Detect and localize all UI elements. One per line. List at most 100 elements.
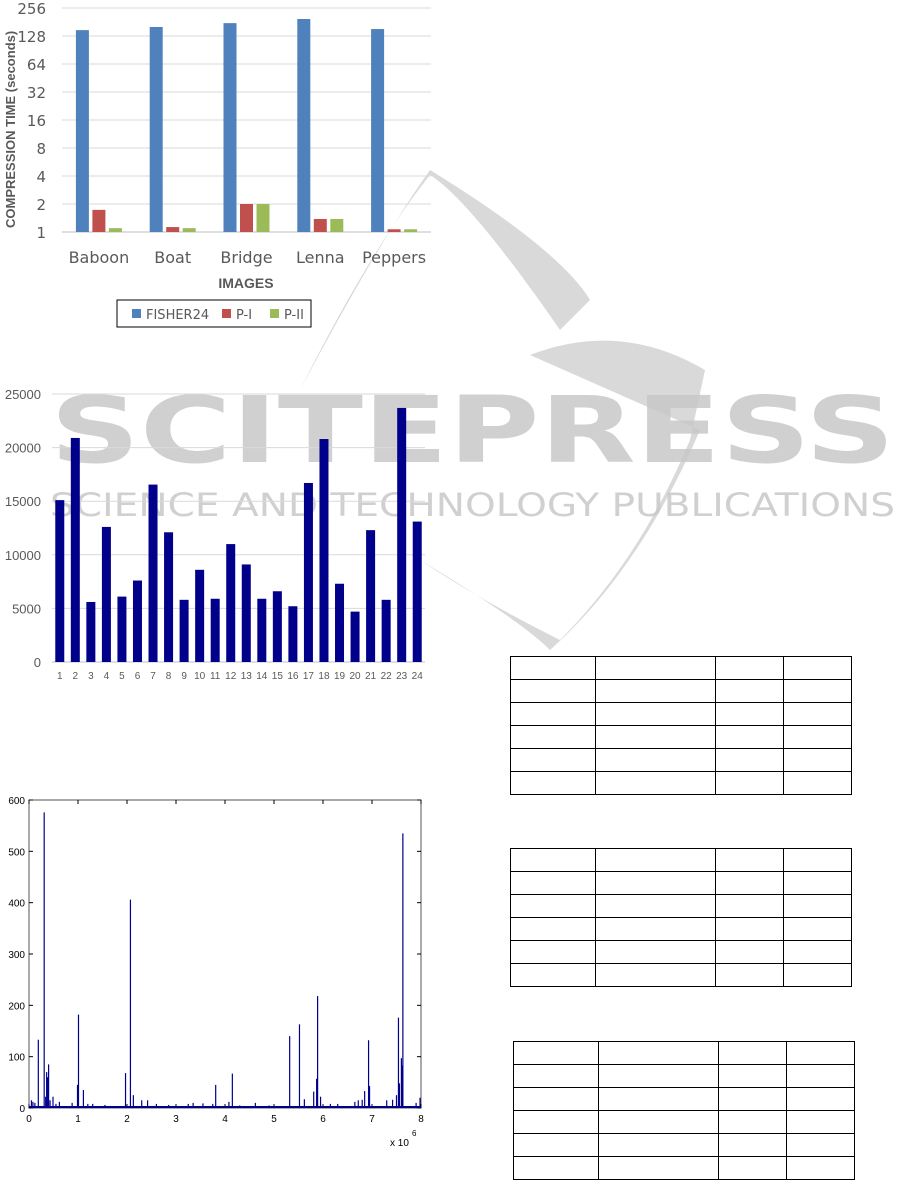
table-cell bbox=[782, 748, 853, 772]
table-cell bbox=[717, 1064, 787, 1088]
table-cell bbox=[509, 963, 597, 987]
bar-24 bbox=[412, 521, 422, 662]
bar-p-i-peppers bbox=[387, 229, 401, 232]
table-cell bbox=[598, 1133, 719, 1157]
x-axis-label: IMAGES bbox=[218, 275, 273, 291]
x-tick-label: 2 bbox=[73, 671, 79, 680]
x-tick-label: 15 bbox=[272, 671, 284, 680]
y-tick-label: 100 bbox=[8, 1053, 25, 1064]
table-row bbox=[509, 679, 853, 703]
table-cell bbox=[509, 702, 597, 726]
bar-5 bbox=[117, 596, 127, 662]
table-cell bbox=[598, 1110, 719, 1134]
bar-21 bbox=[366, 530, 376, 662]
bar-16 bbox=[288, 606, 298, 662]
x-tick-label: 24 bbox=[412, 671, 424, 680]
table-row bbox=[509, 771, 853, 795]
table-cell bbox=[595, 917, 716, 941]
y-tick-label: 300 bbox=[8, 950, 25, 961]
table-row bbox=[509, 871, 853, 895]
bar-p-ii-lenna bbox=[330, 218, 344, 232]
x-exponent-label: 6 bbox=[412, 1129, 417, 1138]
table-cell bbox=[714, 771, 784, 795]
y-tick-label: 2 bbox=[36, 196, 46, 214]
table-cell bbox=[512, 1041, 600, 1065]
table-cell bbox=[512, 1156, 600, 1180]
table-row bbox=[512, 1156, 856, 1180]
x-tick-label: 9 bbox=[181, 671, 187, 680]
table-cell bbox=[509, 940, 597, 964]
bar-22 bbox=[381, 599, 391, 662]
table-cell bbox=[782, 894, 853, 918]
table-row bbox=[509, 656, 853, 680]
table-cell bbox=[714, 656, 784, 680]
table-cell bbox=[509, 871, 597, 895]
bar-fisher24-bridge bbox=[223, 23, 237, 233]
x-tick-label: 4 bbox=[104, 671, 110, 680]
bar-4 bbox=[101, 526, 111, 662]
table-cell bbox=[714, 848, 784, 872]
bar-13 bbox=[241, 564, 251, 662]
x-tick-label: 19 bbox=[334, 671, 346, 680]
x-multiplier-label: x 10 bbox=[390, 1138, 409, 1149]
table-cell bbox=[782, 656, 853, 680]
y-tick-label: 20000 bbox=[5, 441, 41, 456]
table-3 bbox=[512, 1041, 856, 1180]
table-row bbox=[509, 848, 853, 872]
table-2 bbox=[509, 848, 853, 987]
table-cell bbox=[785, 1041, 856, 1065]
y-tick-label: 500 bbox=[8, 847, 25, 858]
bar-fisher24-baboon bbox=[75, 30, 89, 233]
table-cell bbox=[714, 917, 784, 941]
x-tick-label: 22 bbox=[381, 671, 393, 680]
x-tick-label: 2 bbox=[124, 1114, 130, 1125]
bar-p-i-boat bbox=[166, 227, 180, 232]
x-tick-label: Bridge bbox=[220, 248, 272, 267]
table-cell bbox=[782, 725, 853, 749]
table-cell bbox=[717, 1041, 787, 1065]
table-cell bbox=[714, 748, 784, 772]
x-tick-label: 12 bbox=[225, 671, 237, 680]
table-row bbox=[509, 702, 853, 726]
x-tick-label: 6 bbox=[320, 1114, 326, 1125]
y-tick-label: 15000 bbox=[5, 494, 41, 509]
table-cell bbox=[785, 1064, 856, 1088]
table-cell bbox=[785, 1156, 856, 1180]
table-1 bbox=[509, 656, 853, 795]
table-row bbox=[512, 1087, 856, 1111]
watermark-book-shape bbox=[420, 340, 705, 650]
table-cell bbox=[598, 1156, 719, 1180]
y-tick-label: 1 bbox=[36, 224, 46, 242]
table-cell bbox=[595, 940, 716, 964]
table-cell bbox=[782, 963, 853, 987]
table-cell bbox=[714, 702, 784, 726]
y-tick-label: 10000 bbox=[5, 548, 41, 563]
bar-10 bbox=[195, 569, 205, 662]
y-tick-label: 64 bbox=[27, 56, 46, 74]
y-tick-label: 600 bbox=[8, 796, 25, 807]
bar-fisher24-lenna bbox=[297, 18, 311, 232]
bar-15 bbox=[272, 591, 282, 662]
table-cell bbox=[714, 940, 784, 964]
bar-fisher24-peppers bbox=[371, 29, 385, 232]
table-row bbox=[512, 1041, 856, 1065]
table-cell bbox=[595, 656, 716, 680]
table-cell bbox=[717, 1133, 787, 1157]
x-tick-label: Baboon bbox=[69, 248, 130, 267]
bar-p-i-bridge bbox=[240, 204, 253, 232]
table-cell bbox=[714, 725, 784, 749]
table-cell bbox=[512, 1133, 600, 1157]
y-tick-label: 8 bbox=[36, 140, 46, 158]
legend-label: P-I bbox=[236, 308, 252, 323]
table-row bbox=[512, 1064, 856, 1088]
x-tick-label: Boat bbox=[154, 248, 191, 267]
bar-9 bbox=[179, 599, 189, 662]
x-tick-label: 14 bbox=[256, 671, 268, 680]
bar-p-i-baboon bbox=[92, 209, 106, 232]
y-tick-label: 0 bbox=[19, 1104, 25, 1115]
bar-3 bbox=[86, 601, 96, 662]
table-row bbox=[512, 1110, 856, 1134]
x-tick-label: 8 bbox=[166, 671, 172, 680]
bar-p-ii-boat bbox=[182, 228, 196, 232]
